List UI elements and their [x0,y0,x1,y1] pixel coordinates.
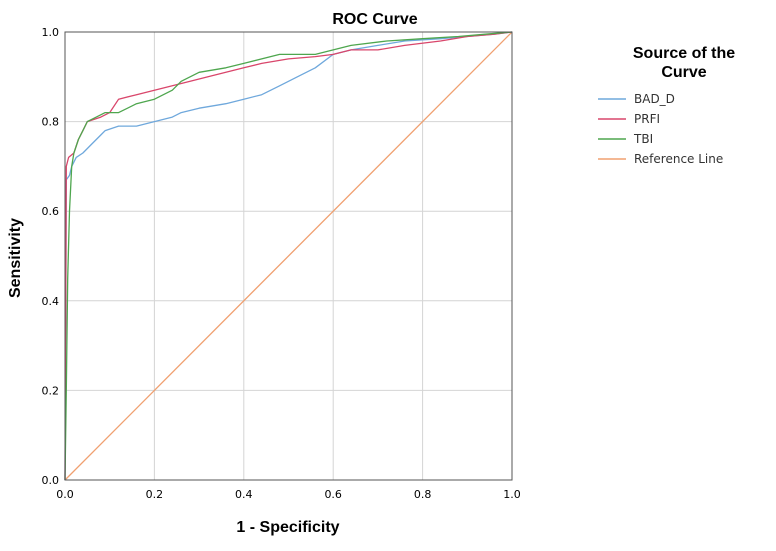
x-axis-label: 1 - Specificity [236,519,339,536]
x-tick-label: 0.8 [414,488,432,501]
y-tick-label: 0.0 [42,474,60,487]
legend: Source of the Curve BAD_D PRFI TBI Referenc… [598,45,735,166]
legend-item-tbi: TBI [598,132,653,146]
legend-label: PRFI [634,112,660,126]
legend-item-bad-d: BAD_D [598,92,675,106]
x-tick-label: 0.6 [324,488,342,501]
series-line-bad-d [64,31,513,481]
legend-label: TBI [633,132,653,146]
y-tick-label: 0.4 [42,295,60,308]
series-layer [64,31,513,481]
legend-item-reference-line: Reference Line [598,152,723,166]
legend-label: Reference Line [634,152,723,166]
y-tick-label: 1.0 [42,26,60,39]
x-tick-label: 0.2 [146,488,164,501]
plot-frame [64,31,513,481]
series-line-reference-line [64,31,513,481]
x-tick-label: 0.0 [56,488,74,501]
y-axis-label: Sensitivity [7,218,24,298]
x-tick-label: 1.0 [503,488,521,501]
x-tick-label: 0.4 [235,488,253,501]
chart-title: ROC Curve [332,11,417,28]
legend-label: BAD_D [634,92,675,106]
y-tick-label: 0.6 [42,205,60,218]
grid-lines [64,31,513,481]
x-tick-labels: 0.0 0.2 0.4 0.6 0.8 1.0 [56,488,521,501]
legend-title-line-1: Source of the [633,45,735,62]
y-tick-labels: 0.0 0.2 0.4 0.6 0.8 1.0 [42,26,60,487]
series-line-tbi [64,31,513,481]
axes [64,31,513,481]
y-tick-label: 0.8 [42,116,60,129]
legend-item-prfi: PRFI [598,112,660,126]
legend-title-line-2: Curve [661,64,706,81]
y-tick-label: 0.2 [42,384,60,397]
